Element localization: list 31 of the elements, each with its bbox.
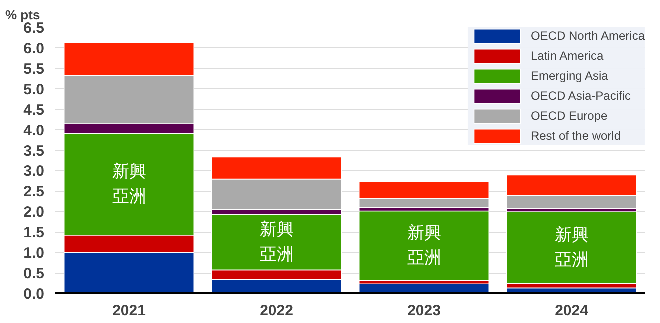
y-axis-title: % pts (6, 8, 40, 22)
legend-label: Latin America (530, 48, 604, 65)
annotation: 新興亞洲 (554, 225, 589, 270)
y-tick-label: 0.0 (24, 286, 45, 303)
y-tick-label: 2.0 (24, 204, 45, 222)
y-tick-label: 1.5 (24, 224, 45, 242)
y-tick-label: 0.5 (24, 266, 45, 283)
legend-label: OECD Europe (530, 108, 608, 125)
x-tick-label: 2023 (408, 302, 441, 320)
y-tick-label: 3.0 (24, 163, 45, 180)
annotation: 新興亞洲 (260, 220, 294, 266)
legend-label: Rest of the world (530, 128, 622, 145)
y-tick-label: 6.0 (24, 40, 45, 58)
y-tick-label: 5.5 (24, 60, 45, 78)
y-tick-label: 3.5 (24, 142, 45, 160)
legend-label: OECD Asia-Pacific (530, 88, 631, 105)
y-tick-label: 6.5 (24, 20, 45, 37)
x-tick-label: 2021 (112, 302, 146, 320)
legend-label: Emerging Asia (530, 68, 608, 85)
annotation: 新興亞洲 (112, 162, 146, 208)
annotation: 新興亞洲 (407, 224, 442, 269)
x-tick-label: 2024 (555, 302, 590, 320)
y-tick-label: 2.5 (24, 184, 45, 201)
y-tick-label: 1.0 (24, 245, 45, 262)
bar (358, 210, 490, 282)
x-tick-label: 2022 (260, 302, 294, 320)
bar (506, 212, 638, 284)
y-tick-label: 4.0 (24, 122, 45, 140)
legend-label: OECD North America (530, 28, 645, 45)
y-tick-label: 4.5 (24, 102, 45, 119)
y-tick-label: 5.0 (24, 81, 45, 98)
